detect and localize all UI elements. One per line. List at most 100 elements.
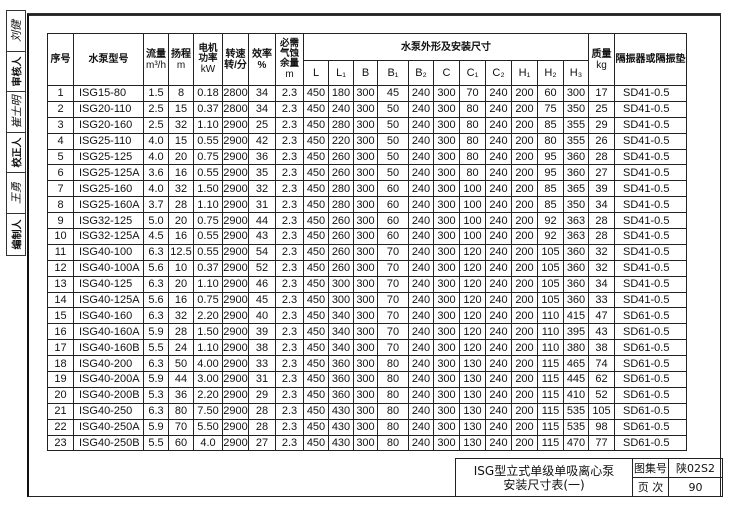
header-dim-7: C₂: [485, 60, 512, 86]
table-cell: 300: [353, 339, 378, 357]
table-cell: 60: [377, 228, 409, 245]
table-cell: 2.3: [275, 386, 304, 404]
table-cell: 200: [511, 259, 538, 277]
table-cell: 300: [353, 132, 378, 150]
table-cell: 2900: [222, 307, 249, 325]
table-cell: 5.6: [143, 259, 169, 277]
header-power-label: 电机功率: [198, 43, 218, 64]
isolator-cell: SD41-0.5: [614, 85, 687, 102]
table-cell: 360: [563, 275, 589, 293]
table-cell: 240: [485, 148, 512, 166]
table-cell: 240: [485, 291, 512, 309]
table-row: 10 ISG32-125A 4.5 16 0.55 2900 43 2.3 450 260 300 6…: [47, 228, 687, 245]
table-cell: 200: [511, 243, 538, 261]
table-cell: 2900: [222, 418, 249, 436]
signature-checker: 崔士明: [7, 92, 25, 133]
table-cell: 535: [563, 418, 589, 436]
table-cell: 70: [377, 243, 409, 261]
table-row: 9 ISG32-125 5.0 20 0.75 2900 44 2.3 450 260 300 60 2…: [47, 212, 687, 230]
table-cell: 105: [537, 291, 564, 309]
header-dim-3: B₁: [377, 60, 409, 86]
table-cell: 130: [459, 434, 486, 452]
table-cell: 2900: [222, 228, 249, 245]
table-cell: 60: [168, 434, 194, 452]
table-cell: 300: [433, 418, 460, 436]
table-cell: 4.0: [143, 132, 169, 150]
table-cell: 300: [353, 307, 378, 325]
table-cell: 300: [433, 132, 460, 150]
table-cell: 240: [485, 259, 512, 277]
table-cell: 2: [47, 100, 74, 118]
pump-model-cell: ISG25-110: [73, 132, 144, 150]
pump-model-cell: ISG25-125: [73, 148, 144, 166]
header-mass-label: 质量: [591, 48, 612, 60]
isolator-cell: SD41-0.5: [614, 243, 687, 261]
table-cell: 450: [303, 418, 329, 436]
header-power-unit: kW: [200, 64, 216, 75]
table-cell: 200: [511, 323, 538, 341]
table-cell: 80: [459, 132, 486, 150]
table-cell: 44: [168, 371, 194, 388]
table-cell: 300: [433, 259, 460, 277]
pump-model-cell: ISG15-80: [73, 85, 144, 102]
table-cell: 300: [433, 355, 460, 373]
table-cell: 2.3: [275, 243, 304, 261]
table-cell: 20: [168, 275, 194, 293]
table-cell: 130: [459, 418, 486, 436]
table-cell: 3.00: [193, 371, 223, 388]
table-cell: 120: [459, 275, 486, 293]
table-row: 16 ISG40-160A 5.9 28 1.50 2900 39 2.3 450 340 300 7…: [47, 323, 687, 341]
table-row: 1 ISG15-80 1.5 8 0.18 2800 34 2.3 450 180 300 45 240…: [47, 85, 687, 102]
table-cell: 240: [485, 371, 512, 388]
table-cell: 120: [459, 259, 486, 277]
table-cell: 240: [485, 275, 512, 293]
table-cell: 300: [353, 228, 378, 245]
table-cell: 450: [303, 100, 329, 118]
table-cell: 60: [377, 180, 409, 198]
isolator-cell: SD61-0.5: [614, 339, 687, 357]
table-cell: 12: [47, 259, 74, 277]
table-cell: 240: [408, 307, 434, 325]
table-cell: 240: [408, 196, 434, 214]
table-cell: 415: [563, 307, 589, 325]
table-cell: 70: [377, 275, 409, 293]
table-cell: 380: [563, 339, 589, 357]
table-cell: 2900: [222, 243, 249, 261]
table-cell: 25: [248, 116, 276, 134]
table-cell: 360: [563, 148, 589, 166]
table-cell: 70: [377, 307, 409, 325]
table-cell: 0.37: [193, 259, 223, 277]
table-cell: 240: [485, 402, 512, 420]
table-cell: 430: [328, 402, 354, 420]
table-cell: 110: [537, 339, 564, 357]
table-cell: 200: [511, 339, 538, 357]
table-row: 21 ISG40-250 6.3 80 7.50 2900 28 2.3 450 430 300 80…: [47, 402, 687, 420]
table-cell: 39: [248, 323, 276, 341]
table-cell: 1.50: [193, 180, 223, 198]
pump-model-cell: ISG40-100: [73, 243, 144, 261]
header-head-unit: m: [176, 59, 186, 71]
table-row: 13 ISG40-125 6.3 20 1.10 2900 46 2.3 450 300 300 70…: [47, 275, 687, 293]
table-cell: 300: [353, 148, 378, 166]
header-dim-2: B: [353, 60, 378, 86]
table-cell: 6.3: [143, 355, 169, 373]
table-cell: 100: [459, 196, 486, 214]
table-cell: 62: [588, 371, 615, 388]
table-cell: 19: [47, 371, 74, 388]
table-cell: 2.3: [275, 228, 304, 245]
table-cell: 80: [377, 386, 409, 404]
pump-model-cell: ISG20-160: [73, 116, 144, 134]
table-cell: 300: [328, 291, 354, 309]
table-cell: 27: [248, 434, 276, 452]
isolator-cell: SD41-0.5: [614, 180, 687, 198]
table-cell: 240: [408, 132, 434, 150]
table-cell: 300: [433, 291, 460, 309]
table-cell: 28: [248, 418, 276, 436]
pump-model-cell: ISG25-160: [73, 180, 144, 198]
table-cell: 15: [47, 307, 74, 325]
table-cell: 95: [537, 164, 564, 182]
table-cell: 85: [537, 180, 564, 198]
table-cell: 450: [303, 243, 329, 261]
table-cell: 2.5: [143, 116, 169, 134]
table-cell: 450: [303, 212, 329, 230]
